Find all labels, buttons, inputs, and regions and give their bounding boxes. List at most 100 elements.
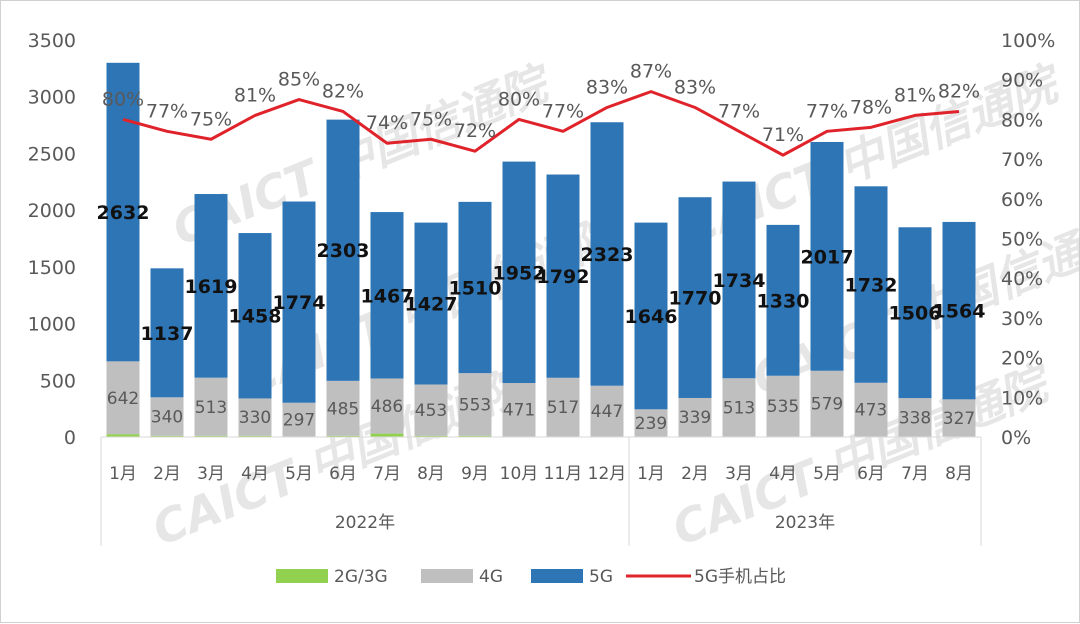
label-4g: 297 <box>283 411 315 431</box>
bar-4g <box>326 380 360 436</box>
bar-5g <box>766 224 800 376</box>
bar-2g3g <box>194 435 228 437</box>
y2-tick-label: 40% <box>1001 268 1043 290</box>
x-tick-label: 3月 <box>197 464 225 484</box>
x-tick-label: 2月 <box>681 464 709 484</box>
bar-5g <box>414 222 448 385</box>
y-axis-left: 0 500 1000 1500 2000 2500 3000 3500 <box>28 30 76 449</box>
x-tick-label: 2月 <box>153 464 181 484</box>
bar-5g <box>458 201 492 374</box>
x-tick-label: 4月 <box>769 464 797 484</box>
x-tick-label: 3月 <box>725 464 753 484</box>
label-5g: 1734 <box>713 270 766 292</box>
label-5g: 1952 <box>493 262 546 284</box>
bar-5g <box>370 212 404 379</box>
x-tick-label: 12月 <box>588 464 627 484</box>
label-4g: 330 <box>239 408 271 428</box>
label-5g-share: 77% <box>146 100 188 122</box>
bar-2g3g <box>150 435 184 437</box>
legend-label: 4G <box>479 567 503 587</box>
x-group-label: 2023年 <box>775 513 835 533</box>
bar-4g <box>194 377 228 436</box>
bar-2g3g <box>370 433 404 437</box>
label-5g-share: 80% <box>498 88 540 110</box>
x-tick-label: 7月 <box>373 464 401 484</box>
y2-tick-label: 30% <box>1001 308 1043 330</box>
y2-tick-label: 70% <box>1001 149 1043 171</box>
label-5g: 2323 <box>581 244 634 266</box>
bar-4g <box>106 361 140 435</box>
bar-5g <box>810 141 844 371</box>
label-5g-share: 82% <box>938 80 980 102</box>
x-tick-label: 7月 <box>901 464 929 484</box>
line-layer <box>122 90 960 157</box>
label-4g: 473 <box>855 401 887 421</box>
label-4g: 517 <box>547 398 579 418</box>
bar-4g <box>414 384 448 436</box>
x-tick-label: 1月 <box>109 464 137 484</box>
legend-label: 5G手机占比 <box>694 567 786 587</box>
bar-4g <box>238 398 272 436</box>
label-5g-share: 87% <box>630 61 672 83</box>
bar-5g <box>854 186 888 383</box>
label-5g-share: 77% <box>718 100 760 122</box>
bar-2g3g <box>106 434 140 437</box>
bar-4g <box>282 402 316 437</box>
x-tick-label: 5月 <box>813 464 841 484</box>
bar-4g <box>722 378 756 437</box>
bar-5g <box>150 268 184 398</box>
y2-tick-label: 80% <box>1001 109 1043 131</box>
bar-2g3g <box>326 435 360 437</box>
label-5g-share: 83% <box>586 76 628 98</box>
label-5g-share: 77% <box>806 100 848 122</box>
x-tick-label: 11月 <box>544 464 583 484</box>
bar-5g <box>678 197 712 398</box>
y2-tick-label: 90% <box>1001 70 1043 92</box>
y2-tick-label: 20% <box>1001 348 1043 370</box>
y-tick-label: 500 <box>40 370 76 392</box>
label-4g: 579 <box>811 395 843 415</box>
label-5g-share: 75% <box>190 108 232 130</box>
label-5g-share: 82% <box>322 80 364 102</box>
label-5g-share: 81% <box>894 84 936 106</box>
label-layer: 642 2632 80% 340 1137 77% 513 1619 75% 330 1458 81%… <box>97 61 986 434</box>
x-tick-label: 10月 <box>500 464 539 484</box>
y2-tick-label: 100% <box>1001 30 1055 52</box>
label-5g-share: 81% <box>234 84 276 106</box>
label-5g: 1467 <box>361 285 414 307</box>
label-5g: 1458 <box>229 306 282 328</box>
label-5g: 1774 <box>273 292 326 314</box>
y-tick-label: 1000 <box>28 314 76 336</box>
legend-swatch <box>531 569 583 583</box>
legend: 2G/3G 4G 5G 5G手机占比 <box>276 567 786 587</box>
x-tick-label: 6月 <box>857 464 885 484</box>
bar-5g <box>546 174 580 378</box>
legend-swatch <box>421 569 473 583</box>
label-4g: 513 <box>195 398 227 418</box>
label-5g: 1619 <box>185 276 238 298</box>
bar-4g <box>546 377 580 437</box>
bar-4g <box>590 385 624 437</box>
label-5g-share: 72% <box>454 120 496 142</box>
label-5g-share: 75% <box>410 108 452 130</box>
label-5g: 1427 <box>405 294 458 316</box>
bar-5g <box>282 201 316 403</box>
label-5g: 2303 <box>317 240 370 262</box>
label-4g: 239 <box>635 414 667 434</box>
bar-4g <box>634 409 668 437</box>
bar-5g <box>502 161 536 384</box>
bar-4g <box>502 383 536 437</box>
bar-5g <box>634 222 668 410</box>
label-5g: 1330 <box>757 290 810 312</box>
label-5g-share: 71% <box>762 124 804 146</box>
y-tick-label: 0 <box>64 427 76 449</box>
bar-4g <box>766 375 800 437</box>
label-4g: 486 <box>371 397 403 417</box>
label-4g: 339 <box>679 408 711 428</box>
label-5g: 1732 <box>845 275 898 297</box>
label-5g: 1564 <box>933 301 986 323</box>
y2-tick-label: 50% <box>1001 229 1043 251</box>
x-tick-label: 8月 <box>945 464 973 484</box>
